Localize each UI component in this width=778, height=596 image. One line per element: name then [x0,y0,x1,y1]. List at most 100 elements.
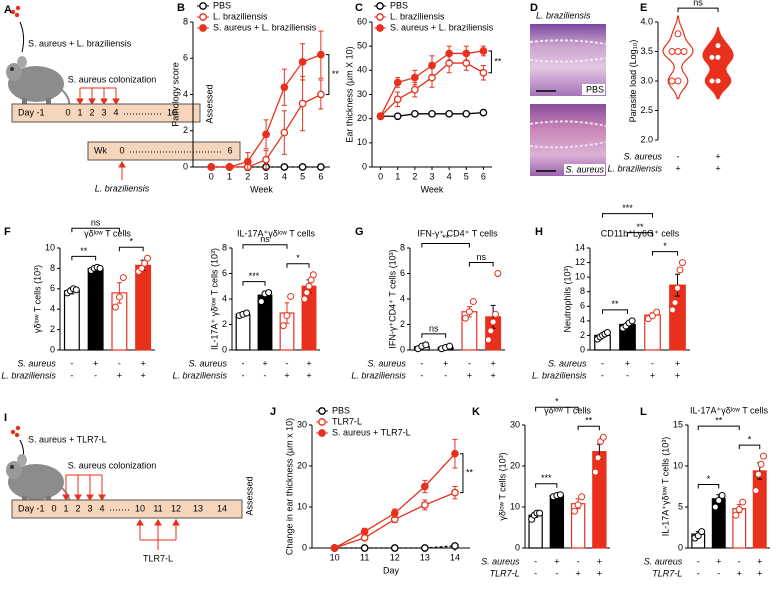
data-point [309,271,317,279]
legend-marker [376,24,384,32]
significance-bracket [421,333,447,338]
data-point [680,48,688,55]
y-tick-label: 15 [673,419,683,429]
marker [317,163,325,171]
significance-label: * [748,435,752,445]
legend-label: TLR7-L [332,416,362,426]
bacteria-icon [10,429,16,435]
x-tick-label: 5 [300,171,305,181]
significance-bracket [325,54,330,95]
condition-sign: + [715,151,720,161]
condition-name: S. aureus [548,358,587,368]
data-point [141,259,149,267]
significance-label: ** [611,299,619,309]
condition-sign: - [70,370,73,380]
data-point [491,310,499,318]
marker [428,61,436,70]
data-point [711,503,719,511]
data-point [714,42,722,50]
marker [393,112,402,121]
significance-label: ** [442,233,450,243]
day-label: 0 [51,503,56,513]
y-tick-label: 2 [580,330,585,340]
condition-name: S. aureus [367,358,406,368]
marker [479,108,488,117]
bacteria-icon [15,425,21,431]
condition-sign: + [140,358,145,368]
significance-label: ** [585,416,593,426]
data-point [735,505,743,513]
significance-bracket [677,7,719,13]
significance-bracket [242,244,288,249]
condition-sign: - [242,358,245,368]
week-label: 0 [119,145,124,155]
day-label: 3 [87,503,92,513]
x-tick-label: 6 [318,171,323,181]
significance-label: ns [693,0,703,7]
y-tick-label: 40 [357,65,367,75]
x-tick-label: 13 [420,552,430,562]
significance-label: ns [429,323,439,333]
y-tick-label: 6 [222,268,227,278]
significance-bracket [627,232,653,237]
y-tick-label: 8 [222,242,227,252]
condition-sign: - [677,151,680,161]
legend-label: PBS [332,405,350,415]
data-point [574,501,582,509]
marker [445,109,453,118]
y-tick-label: 4.0 [640,16,653,26]
series-line [334,453,456,549]
condition-name: S. aureus [481,556,520,566]
y-tick-label: 6 [183,53,188,63]
data-point [591,468,599,476]
marker [280,83,289,92]
panel-d: D L. braziliensis PBS S. aureus [529,2,607,176]
y-tick-label: 10 [510,501,520,511]
data-point [698,528,706,536]
data-point [715,496,723,504]
data-point [301,295,309,303]
data-point [599,433,607,441]
y-tick-label: 4 [400,293,405,303]
label-bg [564,164,605,175]
x-tick-label: 11 [360,552,369,562]
condition-sign: - [738,556,741,566]
y-tick-label: 8 [50,263,55,273]
significance-label: ns [91,218,101,228]
condition-sign: + [675,358,680,368]
marker [298,99,307,108]
condition-sign: + [554,556,559,566]
data-point [144,254,152,262]
marker [421,501,429,509]
data-point [678,259,686,267]
y-tick-label: 6 [50,283,55,293]
x-tick-label: 4 [447,171,452,181]
condition-sign: - [555,568,558,578]
significance-label: * [663,241,667,251]
panel-letter: B [177,2,185,14]
day-label: 13 [193,503,203,513]
data-point [115,293,123,301]
significance-bracket [602,309,628,314]
y-axis-label: Parasite load (Log₁₀) [628,40,638,123]
y-tick-label: 4 [222,293,227,303]
marker [451,449,459,458]
condition-sign: + [490,358,495,368]
significance-bracket [697,484,720,489]
condition-sign: - [94,370,97,380]
marker [360,544,369,552]
significance-bracket [488,50,492,74]
day-label: 10 [135,503,145,513]
condition-sign: - [286,358,289,368]
condition-sign: + [757,568,762,578]
data-point [732,511,740,519]
y-tick-label: 6 [580,301,585,311]
y-tick-label: 5 [678,501,683,511]
condition-sign: + [117,370,122,380]
mouse-icon [5,55,71,111]
condition-sign: + [757,556,762,566]
panel-letter: A [4,4,12,16]
y-tick-label: 50 [357,41,367,51]
marker [411,109,419,118]
label-bg [582,84,605,95]
